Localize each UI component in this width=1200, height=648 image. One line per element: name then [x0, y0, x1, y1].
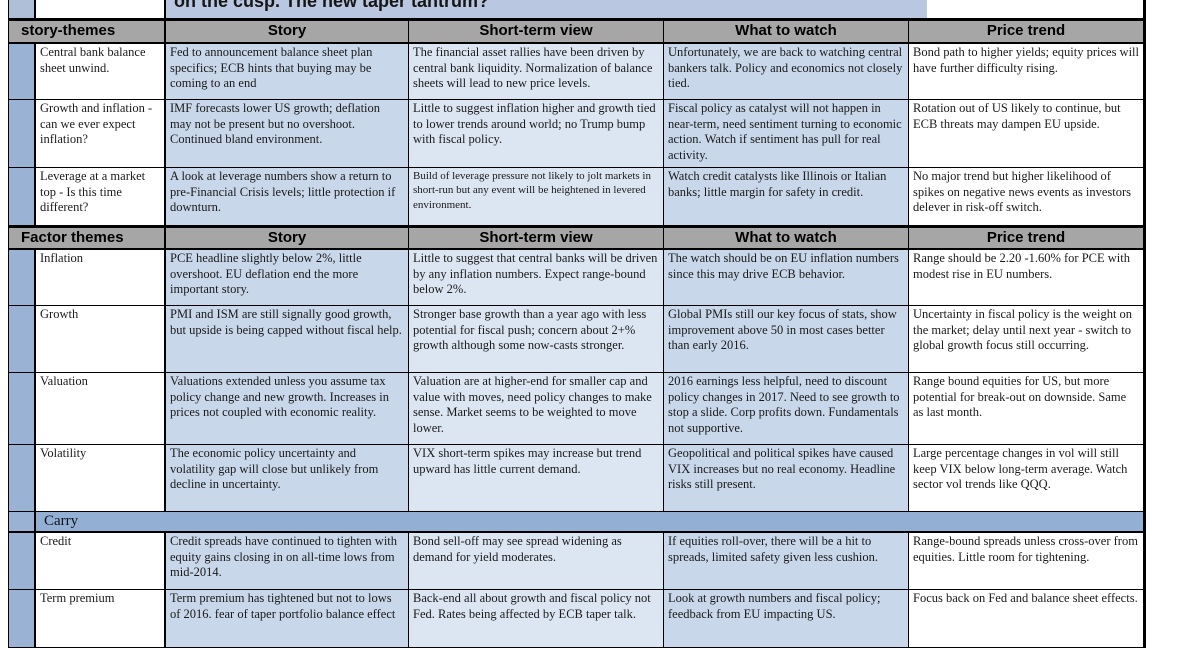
table-row: Inflation PCE headline slightly below 2%… [9, 250, 1143, 306]
cell-story: A look at leverage numbers show a return… [166, 168, 409, 225]
cell-story: Fed to announcement balance sheet plan s… [166, 44, 409, 99]
column-header-story: Story [166, 21, 409, 42]
cell-short-term-view: Little to suggest inflation higher and g… [409, 100, 664, 167]
cell-price-trend: Rotation out of US likely to continue, b… [909, 100, 1143, 167]
cell-what-to-watch: Look at growth numbers and fiscal policy… [664, 590, 909, 647]
cell-what-to-watch: Watch credit catalysts like Illinois or … [664, 168, 909, 225]
cell-story: Valuations extended unless you assume ta… [166, 373, 409, 444]
page-title: on the cusp. The new taper tantrum? [166, 0, 927, 18]
row-theme-label: Growth [36, 306, 166, 372]
cell-what-to-watch: The watch should be on EU inflation numb… [664, 250, 909, 305]
row-accent-strip [9, 44, 36, 99]
cell-what-to-watch: Geopolitical and political spikes have c… [664, 445, 909, 511]
cell-short-term-view: Build of leverage pressure not likely to… [409, 168, 664, 225]
column-header-short-term-view: Short-term view [409, 228, 664, 248]
table-row: Growth PMI and ISM are still signally go… [9, 306, 1143, 373]
cell-story: Term premium has tightened but not to lo… [166, 590, 409, 647]
table-row: Valuation Valuations extended unless you… [9, 373, 1143, 445]
row-theme-label: Central bank balance sheet unwind. [36, 44, 166, 99]
cell-price-trend: Focus back on Fed and balance sheet effe… [909, 590, 1143, 647]
row-theme-label: Volatility [36, 445, 166, 511]
column-header-price-trend: Price trend [909, 228, 1143, 248]
cell-what-to-watch: Unfortunately, we are back to watching c… [664, 44, 909, 99]
cell-short-term-view: Bond sell-off may see spread widening as… [409, 533, 664, 589]
cell-price-trend: Large percentage changes in vol will sti… [909, 445, 1143, 511]
row-accent-strip [9, 590, 36, 647]
cell-price-trend: Range-bound spreads unless cross-over fr… [909, 533, 1143, 589]
table-row: Volatility The economic policy uncertain… [9, 445, 1143, 512]
title-left-spacer [36, 0, 166, 18]
table-row: Growth and inflation - can we ever expec… [9, 100, 1143, 168]
section-header-factor-themes: Factor themes Story Short-term view What… [9, 226, 1143, 250]
column-header-story: Story [166, 228, 409, 248]
cell-story: IMF forecasts lower US growth; deflation… [166, 100, 409, 167]
cell-short-term-view: Little to suggest that central banks wil… [409, 250, 664, 305]
cell-short-term-view: VIX short-term spikes may increase but t… [409, 445, 664, 511]
subsection-label-carry: Carry [36, 512, 1143, 531]
column-header-short-term-view: Short-term view [409, 21, 664, 42]
row-accent-strip [9, 512, 36, 531]
cell-what-to-watch: Global PMIs still our key focus of stats… [664, 306, 909, 372]
section-header-story-themes: story-themes Story Short-term view What … [9, 19, 1143, 44]
cell-price-trend: Bond path to higher yields; equity price… [909, 44, 1143, 99]
row-theme-label: Credit [36, 533, 166, 589]
row-theme-label: Term premium [36, 590, 166, 647]
row-accent-strip [9, 373, 36, 444]
row-accent-strip [9, 445, 36, 511]
row-theme-label: Valuation [36, 373, 166, 444]
row-theme-label: Inflation [36, 250, 166, 305]
title-row: on the cusp. The new taper tantrum? [9, 0, 1143, 19]
table-row: Term premium Term premium has tightened … [9, 590, 1143, 648]
cell-story: The economic policy uncertainty and vola… [166, 445, 409, 511]
cell-story: Credit spreads have continued to tighten… [166, 533, 409, 589]
table-row: Leverage at a market top - Is this time … [9, 168, 1143, 226]
cell-short-term-view: Back-end all about growth and fiscal pol… [409, 590, 664, 647]
page-title-text: on the cusp. The new taper tantrum? [174, 0, 490, 11]
cell-short-term-view: Stronger base growth than a year ago wit… [409, 306, 664, 372]
row-accent-strip [9, 100, 36, 167]
themes-table: on the cusp. The new taper tantrum? stor… [8, 0, 1146, 648]
column-header-what-to-watch: What to watch [664, 228, 909, 248]
row-accent-strip [9, 250, 36, 305]
subsection-header-carry: Carry [9, 512, 1143, 533]
column-header-price-trend: Price trend [909, 21, 1143, 42]
cell-price-trend: No major trend but higher likelihood of … [909, 168, 1143, 225]
title-accent-strip [9, 0, 36, 18]
cell-price-trend: Range bound equities for US, but more po… [909, 373, 1143, 444]
cell-price-trend: Range should be 2.20 -1.60% for PCE with… [909, 250, 1143, 305]
section-label-factor-themes: Factor themes [9, 228, 166, 248]
table-row: Central bank balance sheet unwind. Fed t… [9, 44, 1143, 100]
cell-what-to-watch: Fiscal policy as catalyst will not happe… [664, 100, 909, 167]
row-accent-strip [9, 168, 36, 225]
row-theme-label: Leverage at a market top - Is this time … [36, 168, 166, 225]
cell-what-to-watch: 2016 earnings less helpful, need to disc… [664, 373, 909, 444]
cell-price-trend: Uncertainty in fiscal policy is the weig… [909, 306, 1143, 372]
column-header-what-to-watch: What to watch [664, 21, 909, 42]
cell-story: PMI and ISM are still signally good grow… [166, 306, 409, 372]
cell-short-term-view: The financial asset rallies have been dr… [409, 44, 664, 99]
table-row: Credit Credit spreads have continued to … [9, 533, 1143, 590]
cell-short-term-view: Valuation are at higher-end for smaller … [409, 373, 664, 444]
row-accent-strip [9, 533, 36, 589]
section-label-story-themes: story-themes [9, 21, 166, 42]
row-accent-strip [9, 306, 36, 372]
row-theme-label: Growth and inflation - can we ever expec… [36, 100, 166, 167]
cell-story: PCE headline slightly below 2%, little o… [166, 250, 409, 305]
cell-what-to-watch: If equities roll-over, there will be a h… [664, 533, 909, 589]
